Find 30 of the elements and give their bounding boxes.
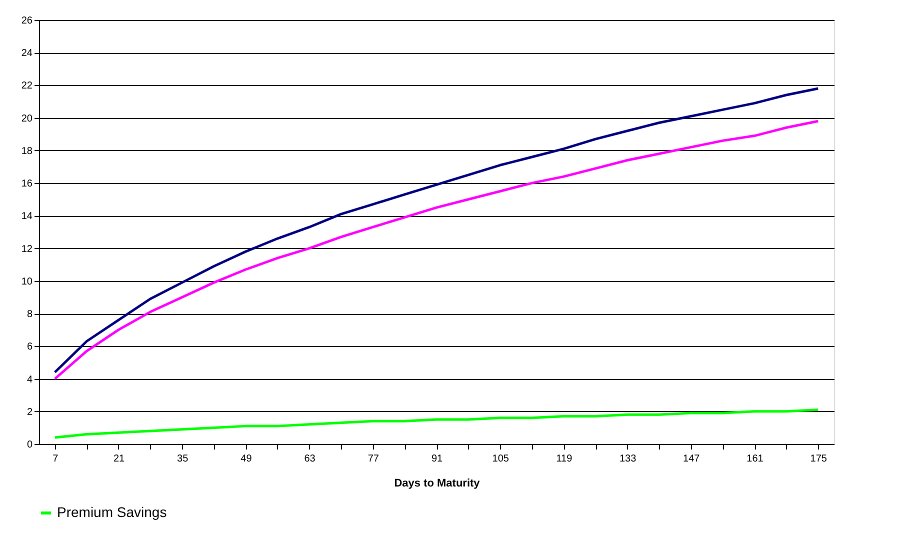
y-tick-label: 4 xyxy=(26,374,33,386)
y-tick-label: 0 xyxy=(26,440,33,450)
y-tick-label: 24 xyxy=(21,48,33,60)
x-tick-label: 175 xyxy=(810,454,828,464)
y-tick-label: 2 xyxy=(26,406,33,418)
y-tick-label: 22 xyxy=(21,80,33,92)
x-tick-label: 147 xyxy=(683,454,700,464)
x-tick-label: 161 xyxy=(746,454,764,464)
y-tick-label: 10 xyxy=(21,276,33,288)
x-tick-label: 119 xyxy=(556,454,573,464)
x-tick-label: 49 xyxy=(240,454,252,464)
y-tick-label: 18 xyxy=(21,146,33,157)
legend-label: Premium Savings xyxy=(57,504,167,520)
x-tick-label: 21 xyxy=(113,454,125,464)
x-tick-label: 91 xyxy=(431,454,443,464)
x-tick-label: 105 xyxy=(492,454,510,464)
y-tick-label: 14 xyxy=(21,211,33,222)
x-tick-label: 7 xyxy=(52,454,59,464)
x-axis-title: Days to Maturity xyxy=(394,478,481,490)
y-tick-label: 26 xyxy=(21,16,33,26)
y-tick-label: 6 xyxy=(26,342,33,353)
y-tick-label: 8 xyxy=(26,309,33,320)
y-tick-label: 12 xyxy=(21,244,33,255)
line-series xyxy=(54,408,820,439)
y-tick-label: 16 xyxy=(21,178,33,190)
y-tick-label: 20 xyxy=(21,113,33,124)
x-tick-label: 63 xyxy=(304,454,316,464)
x-tick-label: 133 xyxy=(619,454,637,464)
x-tick-label: 77 xyxy=(368,454,380,464)
x-tick-label: 35 xyxy=(177,454,189,464)
